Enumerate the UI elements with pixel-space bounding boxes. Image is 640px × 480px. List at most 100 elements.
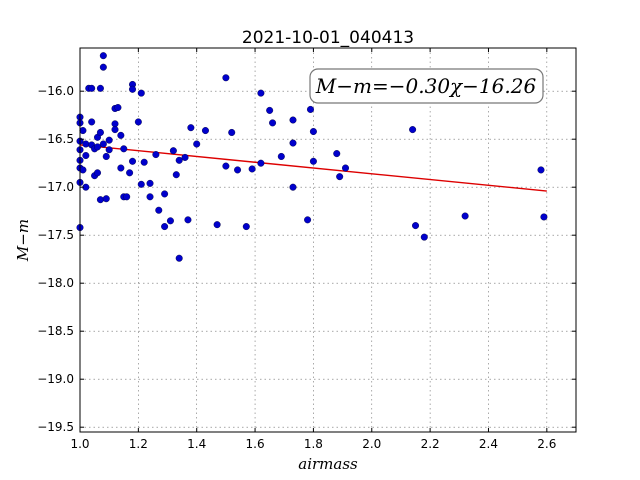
- x-tick-label: 1.2: [129, 437, 148, 451]
- data-point: [79, 166, 87, 174]
- data-point: [193, 140, 201, 148]
- grid-lines: [79, 48, 576, 432]
- data-point: [266, 106, 274, 114]
- data-point: [117, 131, 125, 139]
- x-tick-label: 1.0: [70, 437, 89, 451]
- data-point: [289, 183, 297, 191]
- data-point: [277, 152, 285, 160]
- data-point: [222, 162, 230, 170]
- y-tick-label: −16.5: [37, 132, 74, 146]
- data-point: [213, 221, 221, 229]
- data-point: [309, 128, 317, 136]
- x-tick-label: 2.2: [421, 437, 440, 451]
- data-point: [175, 156, 183, 164]
- data-point: [96, 84, 104, 92]
- data-point: [333, 150, 341, 158]
- fit-equation: M−m=−0.30χ−16.26: [315, 74, 537, 98]
- data-point: [114, 104, 122, 112]
- data-point: [102, 152, 110, 160]
- x-tick-labels: 1.0 1.2 1.4 1.6 1.8 2.0 2.2 2.4 2.6: [70, 437, 556, 451]
- data-point: [140, 158, 148, 166]
- data-point: [161, 190, 169, 198]
- x-tick-label: 2.4: [479, 437, 498, 451]
- plot-frame: [79, 47, 577, 433]
- x-tick-label: 1.6: [246, 437, 265, 451]
- data-point: [289, 139, 297, 147]
- data-point: [169, 147, 177, 155]
- y-axis-label: M−m: [14, 219, 32, 262]
- x-tick-label: 1.8: [304, 437, 323, 451]
- y-tick-label: −17.0: [37, 180, 74, 194]
- data-point: [99, 52, 107, 60]
- data-point: [412, 222, 420, 230]
- data-point: [420, 233, 428, 241]
- data-point: [161, 223, 169, 231]
- data-point: [94, 143, 102, 151]
- data-point: [94, 169, 102, 177]
- data-point: [201, 127, 209, 135]
- data-point: [304, 216, 312, 224]
- data-point: [309, 157, 317, 165]
- data-point: [409, 126, 417, 134]
- data-point: [99, 63, 107, 71]
- data-point: [152, 151, 160, 159]
- y-tick-label: −18.5: [37, 324, 74, 338]
- data-point: [175, 254, 183, 262]
- data-point: [537, 166, 545, 174]
- data-point: [96, 128, 104, 136]
- axis-ticks: [79, 48, 576, 432]
- data-point: [187, 124, 195, 132]
- data-point: [99, 140, 107, 148]
- data-point: [126, 169, 134, 177]
- data-point: [540, 213, 548, 221]
- y-tick-label: −16.0: [37, 84, 74, 98]
- data-point: [146, 179, 154, 187]
- data-point: [242, 223, 250, 231]
- y-tick-label: −19.0: [37, 372, 74, 386]
- data-point: [88, 84, 96, 92]
- data-point: [222, 74, 230, 82]
- data-point: [137, 180, 145, 188]
- data-point: [102, 195, 110, 203]
- data-points: [76, 52, 548, 262]
- fit-equation-box: M−m=−0.30χ−16.26: [309, 68, 544, 104]
- data-point: [129, 85, 137, 93]
- data-point: [269, 119, 277, 127]
- x-tick-label: 2.0: [362, 437, 381, 451]
- data-point: [155, 206, 163, 214]
- data-point: [184, 216, 192, 224]
- data-point: [79, 127, 87, 135]
- data-point: [105, 136, 113, 144]
- data-point: [96, 196, 104, 204]
- y-tick-label: −19.5: [37, 420, 74, 434]
- data-point: [134, 118, 142, 126]
- data-point: [82, 152, 90, 160]
- data-point: [461, 212, 469, 220]
- data-point: [137, 89, 145, 97]
- x-tick-label: 1.4: [187, 437, 206, 451]
- data-point: [289, 116, 297, 124]
- data-point: [234, 166, 242, 174]
- y-tick-label: −18.0: [37, 276, 74, 290]
- data-point: [146, 193, 154, 201]
- chart-title: 2021-10-01_040413: [242, 28, 414, 48]
- x-axis-label: airmass: [298, 455, 358, 473]
- data-point: [228, 128, 236, 136]
- data-point: [342, 164, 350, 172]
- data-point: [129, 157, 137, 165]
- y-tick-labels: −16.0 −16.5 −17.0 −17.5 −18.0 −18.5 −19.0 −19.5: [37, 84, 74, 434]
- y-tick-label: −17.5: [37, 228, 74, 242]
- data-point: [123, 193, 131, 201]
- x-tick-label: 2.6: [537, 437, 556, 451]
- data-point: [257, 89, 265, 97]
- data-point: [181, 153, 189, 161]
- data-point: [306, 105, 314, 113]
- data-point: [166, 217, 174, 225]
- data-point: [120, 145, 128, 153]
- data-point: [105, 146, 113, 154]
- data-point: [82, 140, 90, 148]
- data-point: [111, 126, 119, 134]
- data-point: [172, 171, 180, 179]
- data-point: [88, 118, 96, 126]
